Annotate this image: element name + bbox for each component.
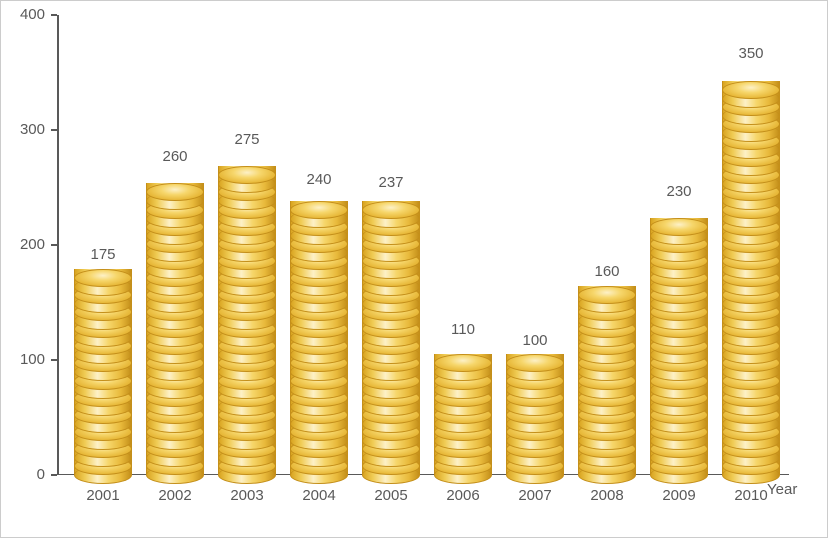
- coin-top: [362, 201, 420, 219]
- bar-value-label: 240: [289, 171, 349, 188]
- x-tick-label: 2009: [649, 487, 709, 504]
- bar-coin-stack: [74, 274, 132, 475]
- y-tick-label: 100: [5, 351, 45, 368]
- bar-value-label: 110: [433, 321, 493, 338]
- x-tick-label: 2007: [505, 487, 565, 504]
- y-tick-label: 200: [5, 236, 45, 253]
- bar-coin-stack: [290, 199, 348, 475]
- bar-value-label: 230: [649, 183, 709, 200]
- coin-top: [290, 201, 348, 219]
- bar-value-label: 175: [73, 246, 133, 263]
- bar-coin-stack: [650, 211, 708, 476]
- y-tick-mark: [51, 474, 57, 476]
- x-tick-label: 2003: [217, 487, 277, 504]
- y-tick-label: 400: [5, 6, 45, 23]
- y-tick-mark: [51, 14, 57, 16]
- x-tick-label: 2005: [361, 487, 421, 504]
- coin-bar-chart: Year 01002003004002001175200226020032752…: [0, 0, 828, 538]
- bar-coin-stack: [506, 360, 564, 475]
- x-tick-label: 2006: [433, 487, 493, 504]
- x-tick-label: 2010: [721, 487, 781, 504]
- bar-value-label: 260: [145, 148, 205, 165]
- x-tick-label: 2002: [145, 487, 205, 504]
- bar-value-label: 350: [721, 45, 781, 62]
- y-tick-label: 300: [5, 121, 45, 138]
- bar-value-label: 100: [505, 332, 565, 349]
- x-tick-label: 2001: [73, 487, 133, 504]
- y-tick-mark: [51, 129, 57, 131]
- bar-value-label: 237: [361, 174, 421, 191]
- bar-coin-stack: [146, 176, 204, 475]
- coin-top: [650, 218, 708, 236]
- bar-coin-stack: [722, 73, 780, 476]
- bar-coin-stack: [362, 202, 420, 475]
- bar-coin-stack: [218, 159, 276, 475]
- bar-coin-stack: [434, 349, 492, 476]
- bar-value-label: 275: [217, 131, 277, 148]
- coin-top: [74, 269, 132, 287]
- y-tick-mark: [51, 359, 57, 361]
- y-tick-label: 0: [5, 466, 45, 483]
- coin-top: [722, 81, 780, 99]
- y-tick-mark: [51, 244, 57, 246]
- bar-value-label: 160: [577, 263, 637, 280]
- x-tick-label: 2004: [289, 487, 349, 504]
- x-tick-label: 2008: [577, 487, 637, 504]
- coin-top: [578, 286, 636, 304]
- bar-coin-stack: [578, 291, 636, 475]
- plot-area: [57, 15, 789, 475]
- y-axis-line: [57, 15, 59, 475]
